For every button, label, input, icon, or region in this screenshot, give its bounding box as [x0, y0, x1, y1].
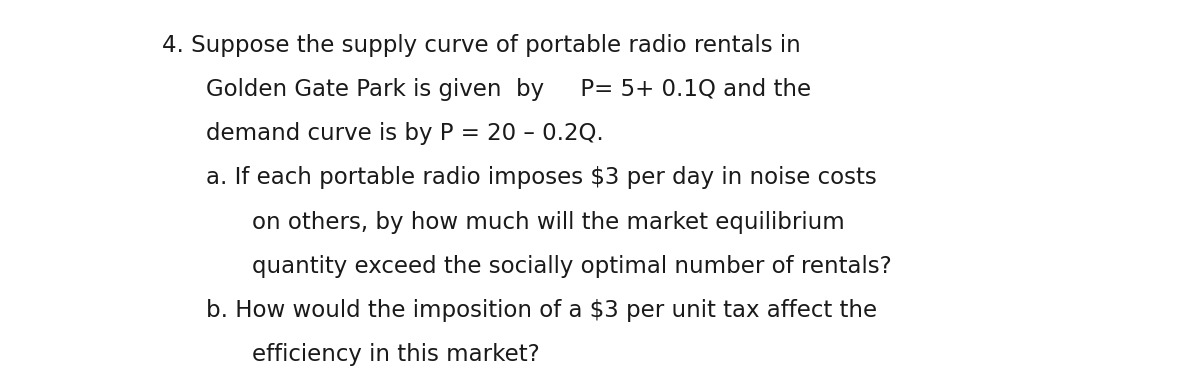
Text: a. If each portable radio imposes $3 per day in noise costs: a. If each portable radio imposes $3 per… — [206, 166, 877, 189]
Text: 4. Suppose the supply curve of portable radio rentals in: 4. Suppose the supply curve of portable … — [162, 34, 800, 57]
Text: quantity exceed the socially optimal number of rentals?: quantity exceed the socially optimal num… — [252, 255, 892, 278]
Text: on others, by how much will the market equilibrium: on others, by how much will the market e… — [252, 211, 845, 234]
Text: Golden Gate Park is given  by     P= 5+ 0.1Q and the: Golden Gate Park is given by P= 5+ 0.1Q … — [206, 78, 811, 101]
Text: efficiency in this market?: efficiency in this market? — [252, 344, 540, 366]
Text: demand curve is by P = 20 – 0.2Q.: demand curve is by P = 20 – 0.2Q. — [206, 122, 604, 145]
Text: b. How would the imposition of a $3 per unit tax affect the: b. How would the imposition of a $3 per … — [206, 299, 877, 322]
